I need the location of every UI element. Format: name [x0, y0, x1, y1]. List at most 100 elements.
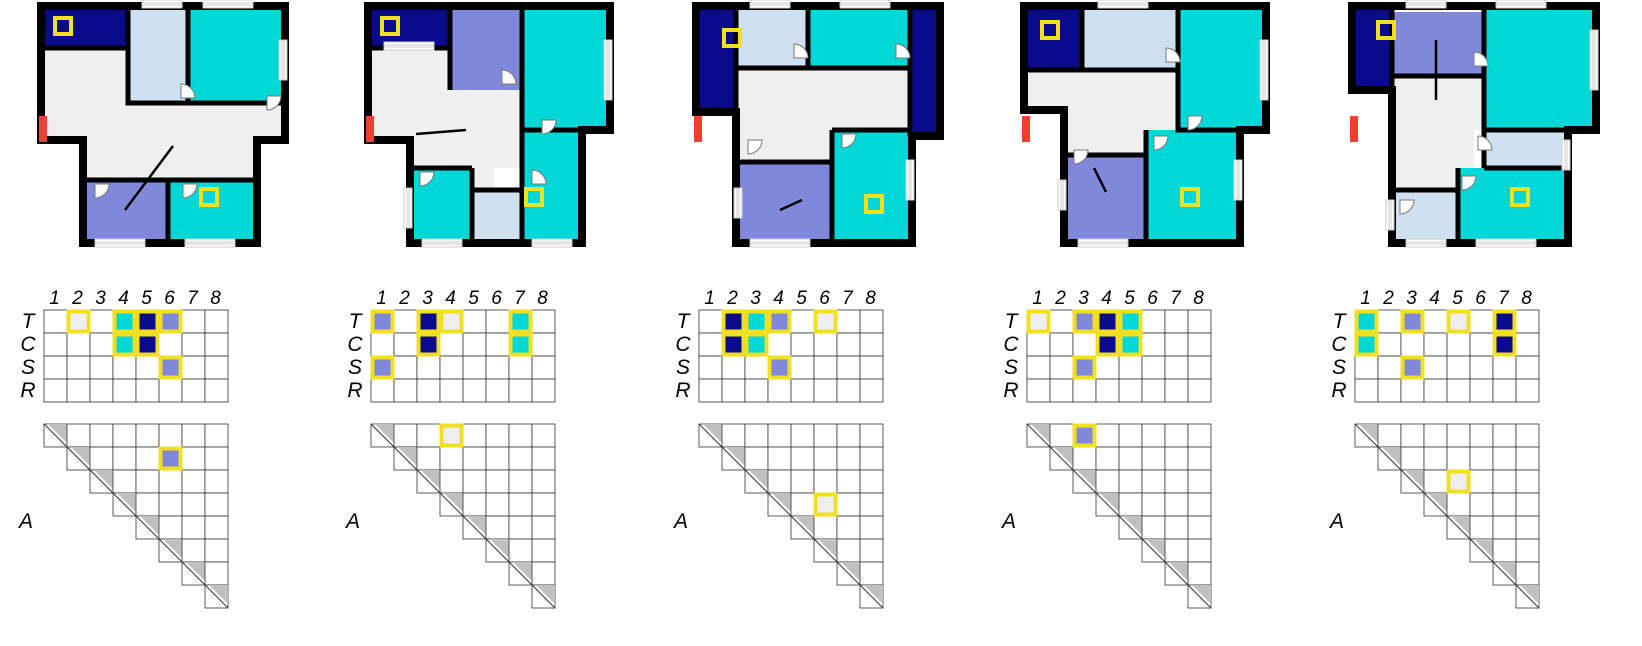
- cell-highlight: [439, 309, 464, 334]
- matrix-cell: [1446, 378, 1471, 403]
- matrix-cell: [813, 332, 838, 357]
- matrix-cell: [836, 423, 861, 448]
- matrix-cell: [1446, 355, 1471, 380]
- matrix-cell: [508, 469, 533, 494]
- diagonal-triangle: [1031, 424, 1050, 443]
- matrix-cell: [43, 355, 68, 380]
- row-label: R: [1003, 379, 1018, 402]
- diagonal-triangle: [209, 585, 228, 604]
- window-frame: [184, 238, 236, 248]
- column-number: 4: [118, 288, 129, 309]
- column-number: 6: [491, 288, 502, 309]
- column-number: 4: [1429, 288, 1440, 309]
- matrix-cell: [416, 355, 441, 380]
- column-number: 7: [1498, 288, 1510, 309]
- entrance-door: [694, 116, 702, 142]
- matrix-cell: [135, 423, 160, 448]
- cell-highlight: [416, 309, 441, 334]
- column-number: 1: [376, 288, 387, 309]
- matrix-cell: [135, 469, 160, 494]
- window-frame: [94, 238, 146, 248]
- matrix-cell: [859, 492, 884, 517]
- matrix-cell: [1187, 469, 1212, 494]
- matrix-cell: [181, 332, 206, 357]
- cell-highlight: [1072, 355, 1097, 380]
- column-number: 3: [95, 288, 106, 309]
- matrix-cell: [1026, 378, 1051, 403]
- bedroom-room: [808, 10, 910, 68]
- cell-highlight: [1118, 332, 1143, 357]
- matrix-cell: [531, 423, 556, 448]
- matrix-cell: [531, 561, 556, 586]
- row-label: S: [21, 356, 35, 379]
- matrix-cell: [1164, 469, 1189, 494]
- matrix-cell: [1164, 309, 1189, 334]
- matrix-cell: [416, 378, 441, 403]
- cell-highlight: [1354, 309, 1379, 334]
- matrix-cell: [1492, 355, 1517, 380]
- matrix-cell: [1141, 515, 1166, 540]
- cell-highlight: [439, 423, 464, 448]
- row-label: C: [675, 333, 691, 356]
- cell-highlight: [1026, 309, 1051, 334]
- matrix-cell: [204, 561, 229, 586]
- column-number: 5: [796, 288, 807, 309]
- matrix-cell: [1118, 423, 1143, 448]
- matrix-cell: [790, 309, 815, 334]
- column-number: 6: [1475, 288, 1486, 309]
- matrix-cell: [1515, 309, 1540, 334]
- door-swing: [1165, 47, 1181, 63]
- row-label: C: [1003, 333, 1019, 356]
- diagonal-triangle: [163, 539, 182, 558]
- cell-highlight: [158, 309, 183, 334]
- matrix-cell: [1515, 378, 1540, 403]
- matrix-cell: [181, 515, 206, 540]
- matrix-cell: [112, 355, 137, 380]
- matrix-cell: [859, 378, 884, 403]
- column-number: 7: [187, 288, 199, 309]
- matrix-cell: [508, 355, 533, 380]
- floor-plans: [37, 0, 1600, 248]
- matrix-cell: [508, 492, 533, 517]
- cell-highlight: [112, 332, 137, 357]
- matrix-cell: [1515, 538, 1540, 563]
- matrix-cell: [859, 309, 884, 334]
- matrix-cell: [1187, 355, 1212, 380]
- window-frame: [1475, 238, 1537, 248]
- matrix-cell: [1049, 355, 1074, 380]
- adjacency-cell: [1074, 425, 1095, 446]
- column-number: 4: [445, 288, 456, 309]
- matrix-cell: [1423, 446, 1448, 471]
- cell-highlight: [767, 309, 792, 334]
- adjacency-matrix: [1026, 423, 1212, 609]
- diagonal-triangle: [513, 562, 532, 581]
- cell-highlight: [1446, 309, 1471, 334]
- matrix-cell: [1446, 446, 1471, 471]
- window-frame: [733, 187, 743, 219]
- column-number: 2: [726, 288, 738, 309]
- door-swing: [895, 43, 911, 59]
- cell-highlight: [1072, 309, 1097, 334]
- row-label: R: [347, 379, 362, 402]
- row-label: T: [349, 310, 364, 333]
- door-swing: [1187, 115, 1203, 131]
- column-number: 5: [1452, 288, 1463, 309]
- matrix-cell: [462, 309, 487, 334]
- window-frame: [1097, 0, 1149, 9]
- row-label: S: [348, 356, 362, 379]
- matrix-cell: [813, 446, 838, 471]
- cell-highlight: [721, 332, 746, 357]
- matrix-cell: [1118, 492, 1143, 517]
- tcsr-grid: [1354, 309, 1540, 403]
- matrix-cell: [859, 538, 884, 563]
- matrix-cell: [1492, 492, 1517, 517]
- matrix-cell: [531, 309, 556, 334]
- cell-highlight: [158, 446, 183, 471]
- diagonal-triangle: [864, 585, 883, 604]
- cell-highlight: [508, 332, 533, 357]
- adjacency-matrix: [370, 423, 556, 609]
